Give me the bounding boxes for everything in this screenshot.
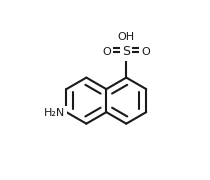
Text: H₂N: H₂N	[44, 108, 65, 118]
Text: O: O	[102, 47, 111, 57]
Text: S: S	[122, 45, 130, 58]
Text: OH: OH	[118, 32, 135, 42]
Text: O: O	[141, 47, 150, 57]
